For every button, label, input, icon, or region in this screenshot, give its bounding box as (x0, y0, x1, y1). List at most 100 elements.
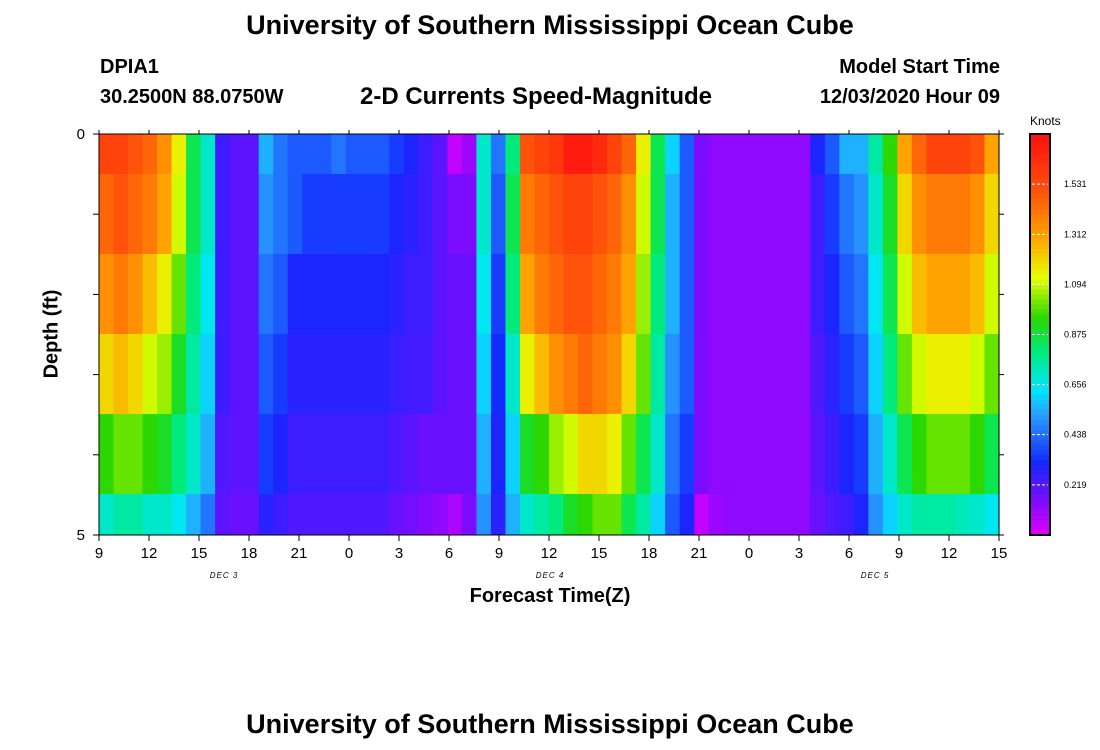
heatmap-cell (142, 134, 158, 174)
heatmap-cell (534, 414, 550, 494)
colorbar-segment (1030, 249, 1050, 255)
heatmap-cell (810, 494, 826, 535)
colorbar-segment (1030, 234, 1050, 240)
heatmap-cell (360, 174, 376, 254)
heatmap-cell (461, 134, 478, 174)
heatmap-cell (708, 494, 724, 535)
heatmap-cell (519, 134, 536, 174)
heatmap-cell (737, 174, 753, 254)
heatmap-cell (911, 134, 928, 174)
heatmap-cell (708, 414, 724, 494)
heatmap-cell (186, 414, 202, 494)
heatmap-cell (432, 174, 448, 254)
heatmap-cell (403, 254, 419, 334)
colorbar-tick-label: 0.438 (1064, 430, 1087, 440)
colorbar-segment (1030, 509, 1050, 516)
heatmap-cell (316, 174, 332, 254)
footer-title: University of Southern Mississippi Ocean… (246, 709, 854, 739)
heatmap-cell (113, 494, 129, 535)
heatmap-cell (636, 494, 652, 535)
heatmap-cell (490, 334, 507, 414)
heatmap-cell (476, 334, 492, 414)
heatmap-cell (781, 174, 797, 254)
colorbar-segment (1030, 489, 1050, 496)
colorbar-segment (1030, 499, 1050, 506)
x-tick-label: 12 (941, 545, 958, 562)
heatmap-cell (258, 134, 274, 174)
colorbar-segment (1030, 374, 1050, 381)
colorbar-segment (1030, 519, 1050, 526)
colorbar-segment (1030, 389, 1050, 396)
colorbar-segment (1030, 494, 1050, 501)
heatmap-cell (476, 134, 492, 174)
heatmap-cell (345, 414, 361, 494)
heatmap-cell (331, 494, 347, 535)
heatmap-cell (331, 414, 347, 494)
heatmap-cell (897, 174, 913, 254)
heatmap-cell (810, 174, 826, 254)
heatmap-cell (882, 494, 898, 535)
heatmap-cell (868, 174, 884, 254)
heatmap-cell (200, 334, 216, 414)
heatmap-cell (926, 134, 942, 174)
heatmap-cell (984, 134, 1000, 174)
heatmap-cell (215, 174, 231, 254)
heatmap-cell (897, 254, 913, 334)
heatmap-cell (128, 334, 144, 414)
heatmap-cell (99, 494, 115, 535)
heatmap-cell (244, 414, 260, 494)
x-axis-label: Forecast Time(Z) (469, 585, 631, 607)
heatmap-cell (984, 254, 1000, 334)
heatmap-cell (476, 414, 492, 494)
colorbar-segment (1030, 259, 1050, 265)
heatmap-cell (679, 134, 695, 174)
colorbar-segment (1030, 394, 1050, 401)
heatmap-cell (534, 254, 550, 334)
heatmap-cell (287, 494, 303, 535)
model-start-label: Model Start Time (839, 56, 1000, 78)
heatmap-cell (113, 414, 129, 494)
heatmap-cell (665, 174, 681, 254)
heatmap-cell (476, 494, 492, 535)
heatmap-cell (171, 334, 187, 414)
heatmap-cell (360, 494, 376, 535)
heatmap-cell (752, 254, 768, 334)
heatmap-cell (389, 414, 405, 494)
heatmap-cell (650, 134, 666, 174)
heatmap-cell (186, 494, 202, 535)
heatmap-cell (621, 334, 637, 414)
colorbar-segment (1030, 429, 1050, 436)
heatmap-cell (200, 174, 216, 254)
heatmap-cell (955, 174, 971, 254)
heatmap-cell (607, 334, 623, 414)
heatmap-cell (128, 254, 144, 334)
heatmap-cell (636, 254, 652, 334)
heatmap-cell (781, 334, 797, 414)
x-tick-label: 3 (795, 545, 803, 562)
x-tick-label: 0 (745, 545, 753, 562)
heatmap-cell (607, 494, 623, 535)
heatmap-cell (969, 174, 986, 254)
heatmap-cell (650, 414, 666, 494)
heatmap-cell (955, 134, 971, 174)
heatmap-cell (273, 134, 289, 174)
heatmap-cell (229, 134, 245, 174)
x-tick-label: 15 (191, 545, 208, 562)
heatmap-cell (781, 134, 797, 174)
heatmap-cell (853, 174, 869, 254)
heatmap-cell (897, 414, 913, 494)
heatmap-cell (128, 494, 144, 535)
heatmap-cell (99, 174, 115, 254)
x-tick-label: 21 (691, 545, 708, 562)
heatmap-cell (302, 414, 318, 494)
heatmap-cell (128, 414, 144, 494)
colorbar-segment (1030, 454, 1050, 461)
heatmap-cell (694, 334, 710, 414)
heatmap-cell (969, 254, 986, 334)
colorbar-segment (1030, 254, 1050, 260)
heatmap-cell (563, 494, 579, 535)
heatmap-cell (447, 494, 463, 535)
heatmap-cell (447, 174, 463, 254)
heatmap-cell (302, 134, 318, 174)
heatmap-cell (563, 414, 579, 494)
